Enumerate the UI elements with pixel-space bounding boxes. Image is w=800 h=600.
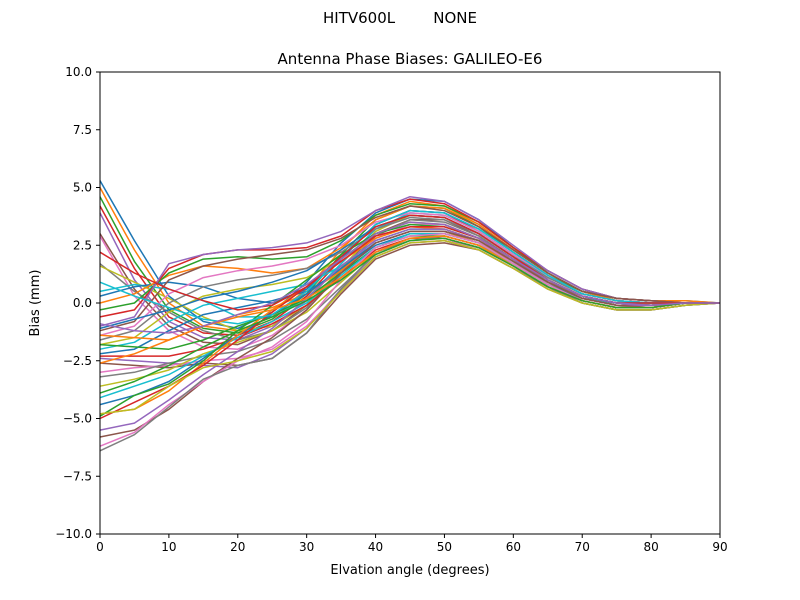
y-axis-ticks: −10.0 −7.5 −5.0 −2.5 0.0 2.5 5.0 7.5 10.0 — [55, 65, 100, 541]
x-tick-label: 30 — [299, 540, 314, 554]
x-tick-label: 20 — [230, 540, 245, 554]
x-tick-label: 90 — [712, 540, 727, 554]
x-tick-label: 70 — [575, 540, 590, 554]
x-tick-label: 10 — [161, 540, 176, 554]
y-tick-label: −2.5 — [63, 354, 92, 368]
y-tick-label: 0.0 — [73, 296, 92, 310]
series-line-40 — [99, 209, 720, 325]
y-tick-label: −5.0 — [63, 412, 92, 426]
y-tick-label: 2.5 — [73, 238, 92, 252]
y-tick-label: −7.5 — [63, 469, 92, 483]
y-tick-label: 5.0 — [73, 181, 92, 195]
series-line-39 — [99, 239, 721, 415]
y-tick-label: −10.0 — [55, 527, 92, 541]
series-line-16 — [99, 205, 720, 332]
x-tick-label: 80 — [643, 540, 658, 554]
series-lines — [99, 180, 721, 452]
x-axis-ticks: 0 10 20 30 40 50 60 70 80 90 — [96, 534, 728, 554]
x-tick-label: 0 — [96, 540, 104, 554]
x-tick-label: 50 — [437, 540, 452, 554]
chart-title: Antenna Phase Biases: GALILEO-E6 — [278, 50, 543, 68]
series-line-45 — [99, 221, 720, 334]
series-line-43 — [99, 237, 720, 394]
x-tick-label: 40 — [368, 540, 383, 554]
y-axis-label: Bias (mm) — [28, 270, 43, 337]
x-tick-label: 60 — [506, 540, 521, 554]
y-tick-label: 7.5 — [73, 123, 92, 137]
figure-suptitle: HITV600L NONE — [323, 9, 477, 27]
y-tick-label: 10.0 — [65, 65, 92, 79]
x-axis-label: Elvation angle (degrees) — [330, 563, 489, 578]
